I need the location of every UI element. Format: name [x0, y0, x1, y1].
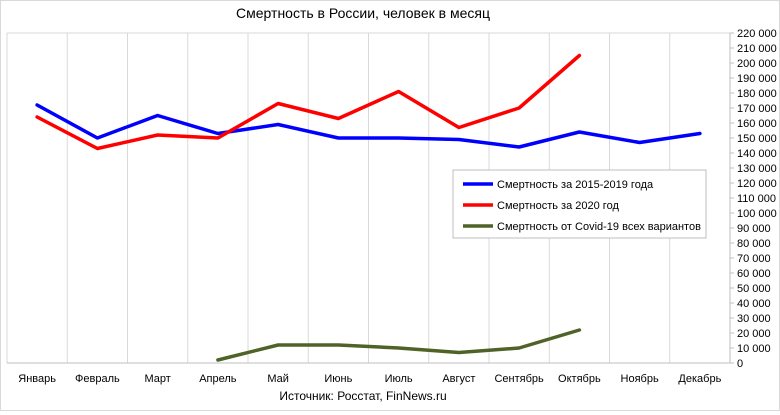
- chart-source: Источник: Росстат, FinNews.ru: [279, 389, 446, 403]
- y-tick-label: 40 000: [737, 298, 771, 310]
- data-point: [277, 124, 279, 125]
- data-point: [337, 344, 339, 346]
- data-point: [639, 142, 641, 143]
- y-tick-labels: 0 10 000 20 000 30 000 40 000 50 000 60 000 70 …: [730, 28, 777, 370]
- x-tick-label: Март: [144, 373, 170, 385]
- data-point: [36, 104, 38, 106]
- y-tick-label: 60 000: [737, 268, 771, 280]
- data-point: [277, 103, 279, 104]
- legend-label: Смертность от Covid-19 всех вариантов: [497, 221, 701, 233]
- x-tick-label: Ноябрь: [621, 373, 659, 385]
- y-tick-label: 70 000: [737, 253, 771, 265]
- data-point: [398, 91, 400, 92]
- data-point: [277, 344, 279, 346]
- data-point: [398, 137, 400, 139]
- data-point: [157, 115, 159, 116]
- x-tick-label: Январь: [18, 373, 56, 385]
- y-tick-label: 80 000: [737, 238, 771, 250]
- y-tick-label: 20 000: [737, 328, 771, 340]
- y-tick-label: 100 000: [737, 208, 777, 220]
- x-tick-labels: Январь Февраль Март Апрель Май Июнь Июль Август…: [18, 373, 721, 385]
- series-line-3: [216, 328, 582, 362]
- data-point: [458, 127, 460, 128]
- data-point: [96, 148, 98, 149]
- data-point: [578, 329, 580, 331]
- data-point: [458, 352, 460, 353]
- x-tick-label: Август: [442, 373, 475, 385]
- data-point: [217, 137, 219, 139]
- data-point: [337, 118, 339, 119]
- data-point: [699, 133, 701, 134]
- legend-label: Смертность за 2020 год: [497, 200, 619, 212]
- series-line-2: [35, 53, 582, 151]
- x-tick-label: Декабрь: [678, 373, 721, 385]
- y-tick-label: 200 000: [737, 58, 777, 70]
- data-point: [518, 146, 520, 148]
- legend-label: Смертность за 2015-2019 года: [497, 179, 654, 191]
- data-point: [217, 133, 219, 134]
- y-tick-label: 160 000: [737, 118, 777, 130]
- data-point: [518, 347, 520, 349]
- data-point: [36, 116, 38, 118]
- y-tick-label: 180 000: [737, 88, 777, 100]
- data-point: [96, 137, 98, 139]
- data-point: [518, 107, 520, 109]
- legend: Смертность за 2015-2019 года Смертность з…: [452, 169, 707, 239]
- series-line-1: [35, 103, 702, 149]
- y-tick-label: 170 000: [737, 103, 777, 115]
- data-point: [458, 139, 460, 140]
- y-tick-label: 140 000: [737, 148, 777, 160]
- y-tick-label: 0: [737, 358, 743, 370]
- y-tick-label: 210 000: [737, 43, 777, 55]
- series-lines: [35, 53, 702, 362]
- data-point: [157, 134, 159, 136]
- legend-box: [452, 169, 707, 239]
- data-point: [217, 359, 219, 361]
- y-tick-label: 130 000: [737, 163, 777, 175]
- x-tick-label: Июнь: [324, 373, 352, 385]
- x-tick-label: Октябрь: [558, 373, 601, 385]
- y-tick-label: 150 000: [737, 133, 777, 145]
- y-tick-label: 190 000: [737, 73, 777, 85]
- x-tick-label: Апрель: [199, 373, 237, 385]
- y-tick-label: 10 000: [737, 343, 771, 355]
- y-tick-label: 120 000: [737, 178, 777, 190]
- data-point: [398, 347, 400, 349]
- data-point: [337, 137, 339, 139]
- y-tick-label: 90 000: [737, 223, 771, 235]
- y-tick-label: 30 000: [737, 313, 771, 325]
- y-tick-label: 50 000: [737, 283, 771, 295]
- x-tick-label: Сентябрь: [494, 373, 544, 385]
- data-point: [578, 55, 580, 56]
- x-tick-label: Май: [267, 373, 289, 385]
- y-tick-label: 220 000: [737, 28, 777, 40]
- x-tick-label: Июль: [385, 373, 413, 385]
- y-tick-label: 110 000: [737, 193, 776, 205]
- data-point: [578, 131, 580, 133]
- chart-title: Смертность в России, человек в месяц: [236, 5, 490, 21]
- x-tick-label: Февраль: [75, 373, 120, 385]
